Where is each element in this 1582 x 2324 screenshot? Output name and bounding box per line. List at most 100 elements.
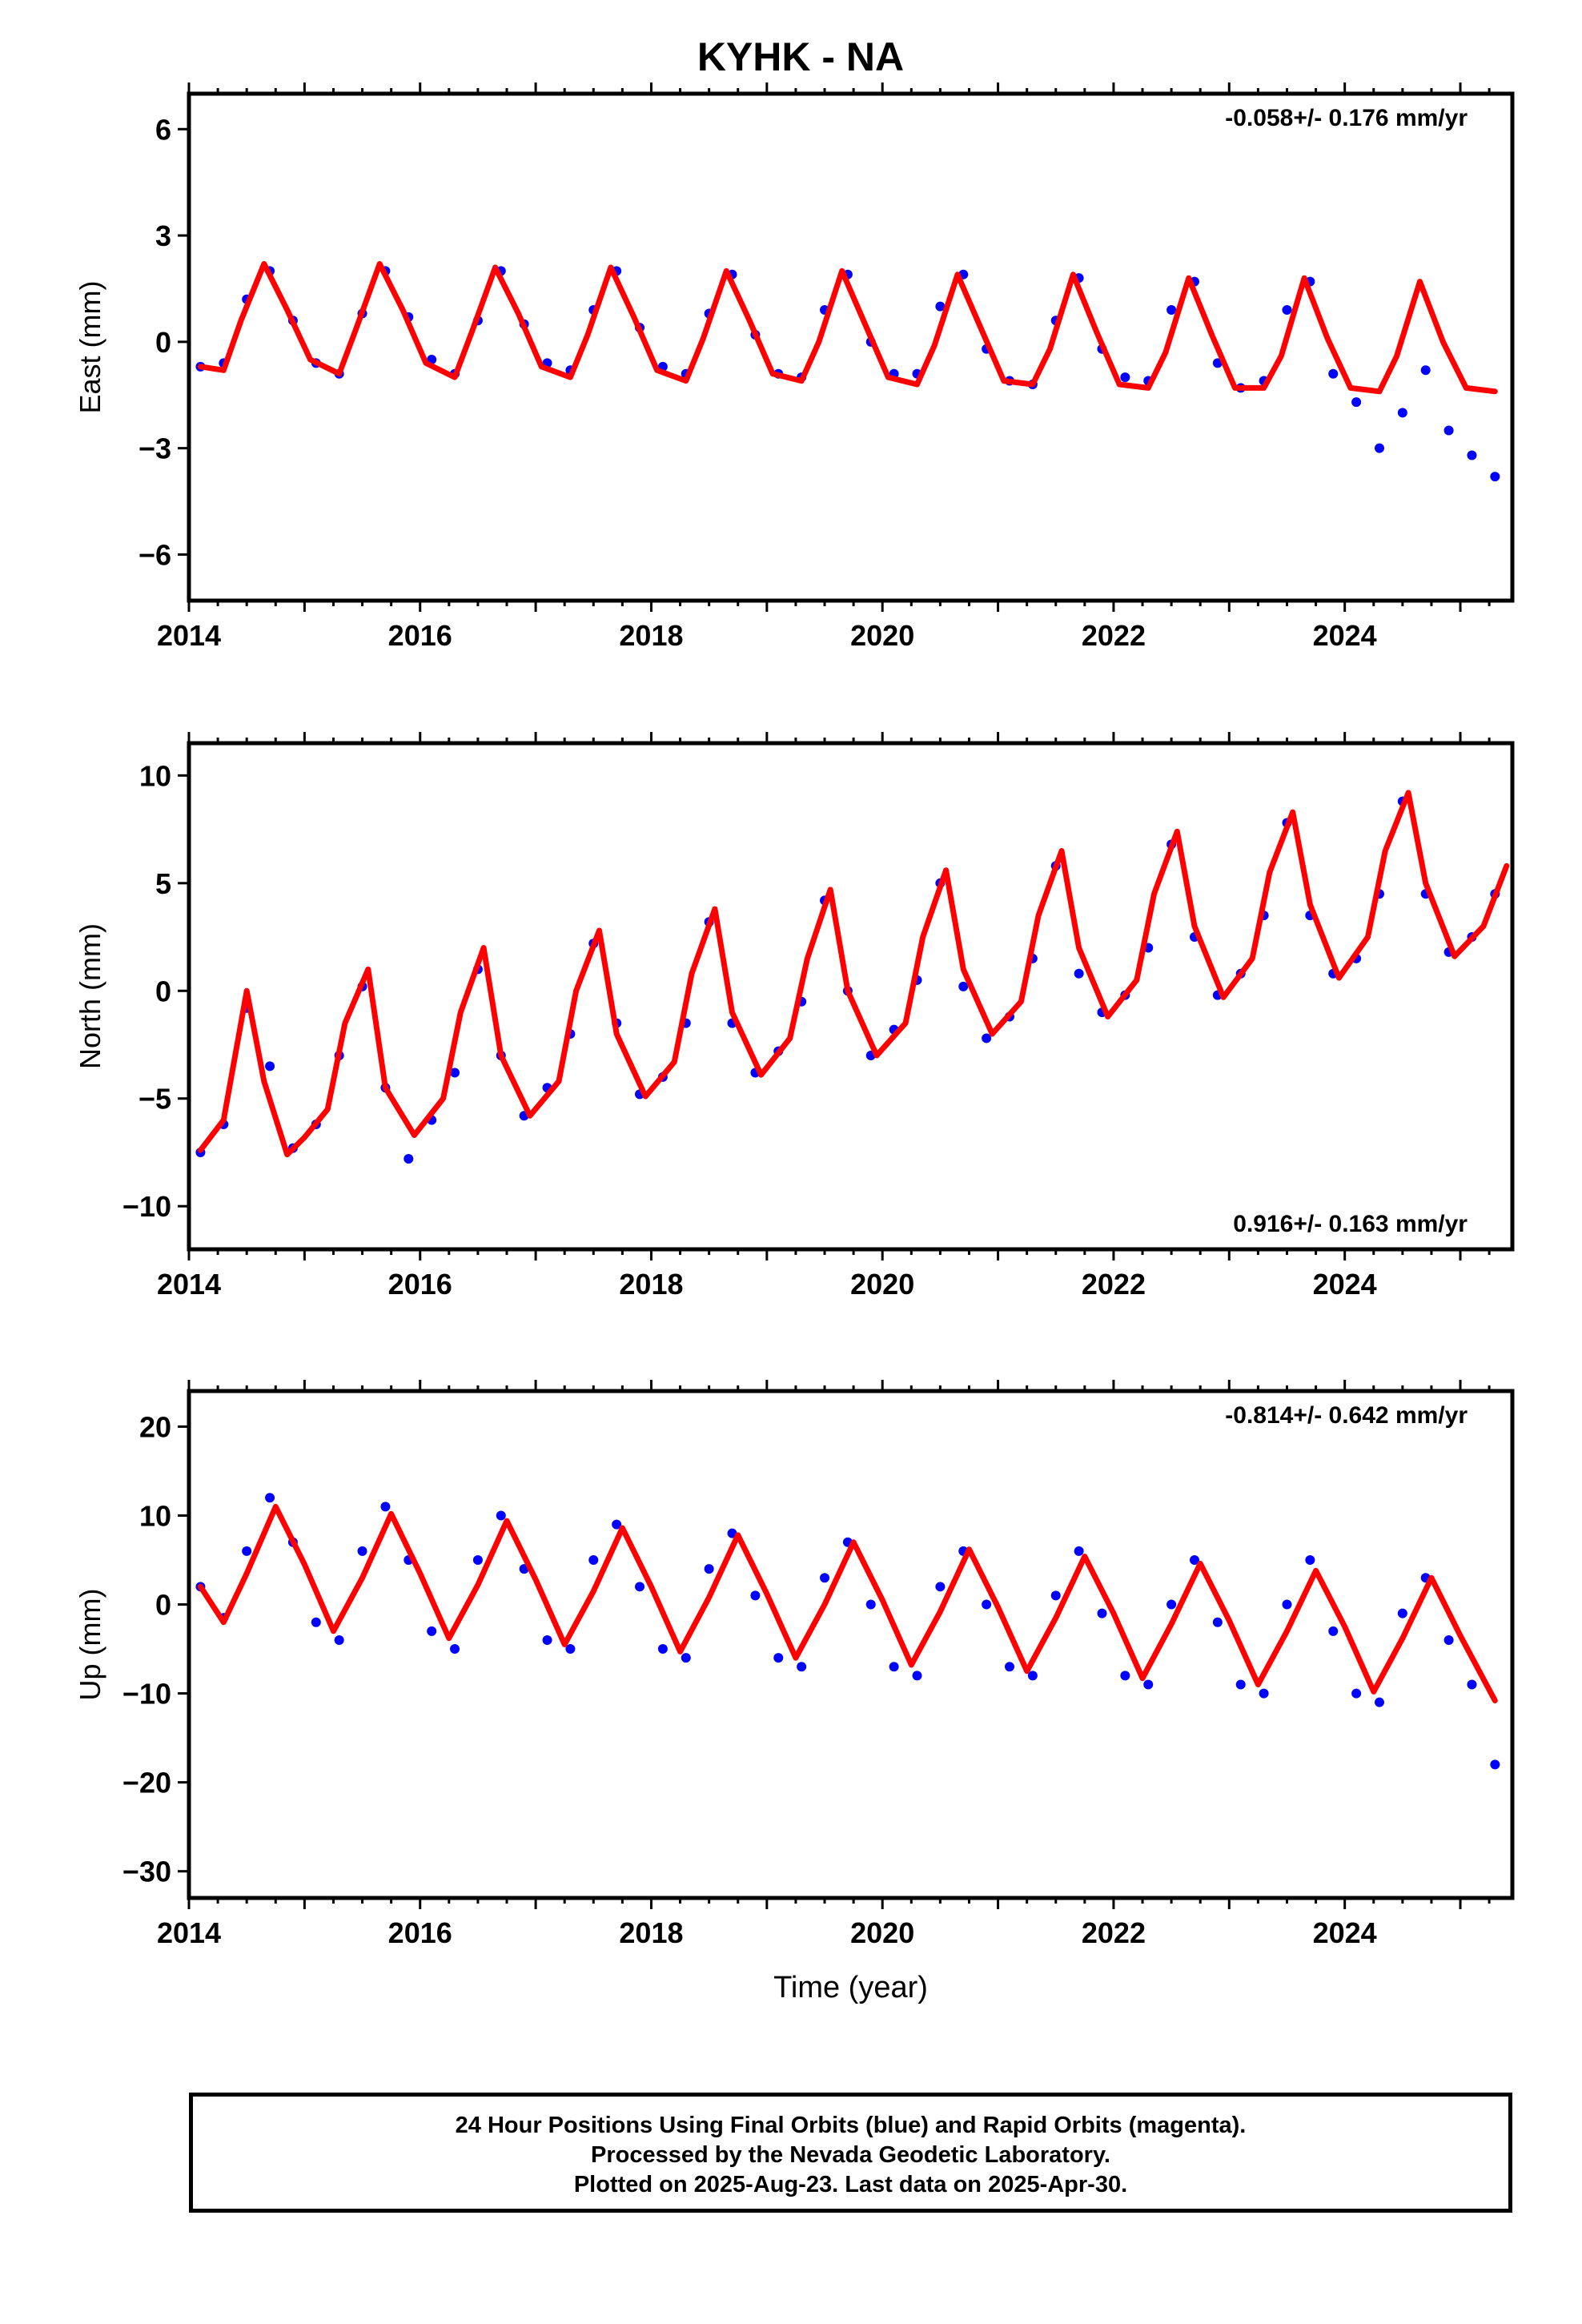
up-y-tick-label: −30 xyxy=(122,1856,171,1888)
east-y-tick-label: 3 xyxy=(155,219,171,252)
east-data-point xyxy=(1328,368,1339,379)
up-data-point xyxy=(1212,1617,1223,1627)
up-data-point xyxy=(635,1582,645,1592)
chart-title: KYHK - NA xyxy=(697,34,905,79)
east-data-point xyxy=(1282,305,1292,316)
up-data-point xyxy=(1143,1679,1154,1690)
up-y-tick-label: 10 xyxy=(139,1499,171,1532)
east-y-tick-label: −6 xyxy=(139,538,171,571)
up-data-point xyxy=(1050,1590,1061,1601)
up-data-point xyxy=(242,1546,252,1556)
up-y-tick-label: −20 xyxy=(122,1767,171,1799)
north-data-point xyxy=(958,981,969,991)
east-data-point xyxy=(935,301,946,312)
north-y-tick-label: 0 xyxy=(155,975,171,1007)
up-data-point xyxy=(1305,1555,1315,1565)
up-y-tick-label: −10 xyxy=(122,1678,171,1711)
up-data-point xyxy=(1351,1688,1362,1699)
up-data-point xyxy=(1005,1662,1015,1672)
up-data-point xyxy=(1074,1546,1084,1556)
up-data-point xyxy=(427,1626,437,1636)
east-y-tick-label: 6 xyxy=(155,113,171,146)
up-data-point xyxy=(1397,1608,1407,1618)
east-rate-label: -0.058+/- 0.176 mm/yr xyxy=(1225,105,1468,131)
north-rate-label: 0.916+/- 0.163 mm/yr xyxy=(1233,1211,1468,1237)
up-data-point xyxy=(982,1599,992,1610)
up-rate-label: -0.814+/- 0.642 mm/yr xyxy=(1225,1402,1468,1429)
up-data-point xyxy=(311,1617,321,1627)
up-x-tick-label: 2022 xyxy=(1082,1916,1146,1949)
up-data-point xyxy=(542,1634,552,1645)
east-plot-frame xyxy=(187,91,1515,603)
up-data-point xyxy=(472,1555,483,1565)
up-y-axis-label: Up (mm) xyxy=(74,1589,106,1701)
up-model-line xyxy=(197,1503,1498,1703)
north-x-tick-label: 2022 xyxy=(1082,1268,1146,1301)
north-data-point xyxy=(982,1033,992,1043)
up-data-point xyxy=(657,1644,668,1655)
north-y-tick-label: 5 xyxy=(155,867,171,900)
east-data-point xyxy=(1374,443,1384,453)
up-data-point xyxy=(797,1662,807,1672)
up-x-tick-label: 2024 xyxy=(1313,1916,1377,1949)
east-data-point xyxy=(1443,425,1454,436)
east-x-tick-label: 2022 xyxy=(1082,619,1146,652)
north-y-axis-label: North (mm) xyxy=(74,923,106,1069)
up-data-point xyxy=(773,1653,784,1663)
up-x-tick-label: 2018 xyxy=(619,1916,683,1949)
up-data-point xyxy=(1166,1599,1177,1610)
up-data-point xyxy=(588,1555,599,1565)
up-data-point xyxy=(865,1599,876,1610)
up-data-point xyxy=(450,1644,460,1655)
footer-line-2: Processed by the Nevada Geodetic Laborat… xyxy=(591,2142,1110,2168)
up-data-point xyxy=(750,1590,761,1601)
north-x-tick-label: 2020 xyxy=(850,1268,914,1301)
east-data-point xyxy=(1490,472,1500,482)
north-data-point xyxy=(450,1068,460,1078)
up-data-point xyxy=(1235,1679,1246,1690)
east-x-tick-label: 2024 xyxy=(1313,619,1377,652)
east-data-point xyxy=(1166,305,1177,316)
north-y-tick-label: −5 xyxy=(139,1083,171,1116)
up-data-point xyxy=(265,1493,275,1503)
up-data-point xyxy=(334,1634,344,1645)
up-data-point xyxy=(1120,1671,1130,1681)
north-x-tick-label: 2014 xyxy=(157,1268,221,1301)
east-model-line xyxy=(197,261,1498,395)
up-data-point xyxy=(681,1653,691,1663)
up-data-point xyxy=(1259,1688,1269,1699)
north-plot-frame xyxy=(187,741,1515,1252)
east-y-axis-label: East (mm) xyxy=(74,281,106,414)
east-x-tick-label: 2020 xyxy=(850,619,914,652)
up-data-point xyxy=(1374,1697,1384,1707)
up-data-point xyxy=(1443,1634,1454,1645)
up-data-point xyxy=(496,1510,506,1521)
east-data-point xyxy=(1212,358,1223,368)
east-data-point xyxy=(1467,450,1477,460)
up-data-point xyxy=(1467,1679,1477,1690)
east-y-tick-label: 0 xyxy=(155,326,171,359)
east-data-point xyxy=(1397,408,1407,418)
up-data-point xyxy=(935,1582,946,1592)
north-model-line xyxy=(197,790,1510,1158)
north-x-tick-label: 2016 xyxy=(388,1268,452,1301)
up-x-tick-label: 2020 xyxy=(850,1916,914,1949)
up-data-point xyxy=(612,1519,622,1530)
east-x-tick-label: 2014 xyxy=(157,619,221,652)
up-x-tick-label: 2016 xyxy=(388,1916,452,1949)
footer-line-3: Plotted on 2025-Aug-23. Last data on 202… xyxy=(573,2172,1128,2197)
up-data-point xyxy=(380,1502,391,1512)
up-data-point xyxy=(357,1546,367,1556)
north-y-tick-label: 10 xyxy=(139,759,171,792)
up-data-point xyxy=(889,1662,899,1672)
north-x-tick-label: 2018 xyxy=(619,1268,683,1301)
footer-caption-box: 24 Hour Positions Using Final Orbits (bl… xyxy=(189,2093,1512,2213)
north-x-tick-label: 2024 xyxy=(1313,1268,1377,1301)
up-data-point xyxy=(1189,1555,1199,1565)
north-data-point xyxy=(265,1061,275,1072)
north-data-point xyxy=(1074,968,1084,979)
up-data-point xyxy=(565,1644,576,1655)
east-y-tick-label: −3 xyxy=(139,432,171,465)
up-data-point xyxy=(1490,1759,1500,1770)
